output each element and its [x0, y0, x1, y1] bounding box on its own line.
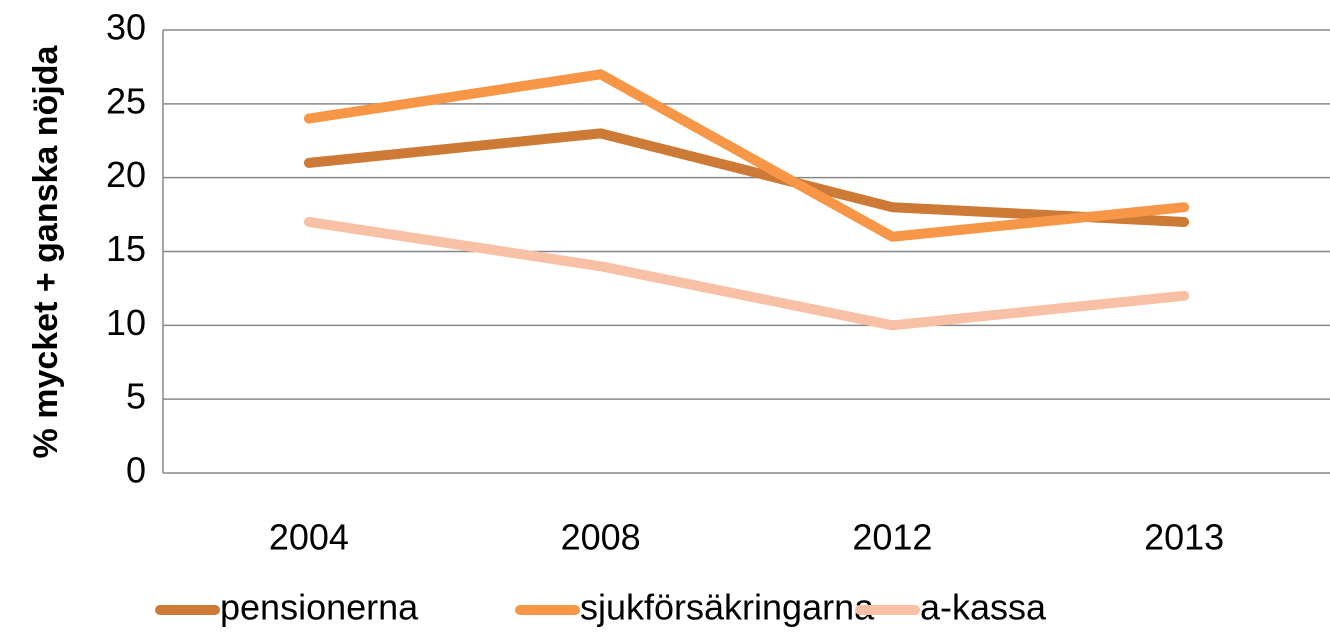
series-line [303, 216, 1190, 331]
x-tick-label: 2004 [269, 517, 349, 558]
y-tick-label: 30 [106, 7, 146, 48]
x-tick-label: 2013 [1144, 517, 1224, 558]
y-tick-label: 10 [106, 302, 146, 343]
y-tick-label: 15 [106, 228, 146, 269]
x-tick-label: 2012 [852, 517, 932, 558]
legend-label: a-kassa [920, 587, 1047, 628]
legend-label: pensionerna [220, 587, 419, 628]
x-tick-label: 2008 [561, 517, 641, 558]
y-tick-label: 0 [126, 450, 146, 491]
series-line [303, 69, 1190, 242]
y-axis-title: % mycket + ganska nöjda [27, 44, 65, 458]
legend-label: sjukförsäkringarna [580, 587, 875, 628]
y-tick-label: 20 [106, 154, 146, 195]
series-line [303, 128, 1190, 227]
y-tick-label: 5 [126, 376, 146, 417]
y-tick-label: 25 [106, 80, 146, 121]
